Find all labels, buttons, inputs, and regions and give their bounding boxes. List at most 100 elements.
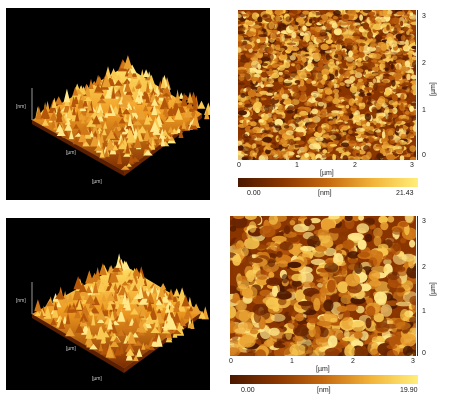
grain [359,149,366,155]
grain [316,320,332,327]
grain [232,292,240,304]
grain [238,69,247,77]
grain [304,101,312,107]
surface-peak [58,318,66,329]
grain [243,62,253,69]
grain [379,123,386,128]
surface-peak [117,263,123,275]
grain [349,157,355,160]
surface-peak [104,111,109,118]
grain [329,144,338,147]
grain [368,270,381,281]
surface-peak [143,128,151,140]
grain [261,76,268,82]
surface-peak [51,115,56,128]
y-unit-label: [µm] [430,82,437,96]
grain [364,128,370,132]
surface-peak [164,304,171,313]
grain [372,53,382,60]
grain [362,138,369,142]
grain [306,78,313,84]
grain [295,289,306,303]
surface-peak [156,302,163,309]
surface-peak [131,86,136,92]
grain [338,291,354,298]
grain [266,46,274,54]
surface-peak [97,126,103,132]
grain [264,109,269,115]
grain [281,35,285,42]
grain [238,20,242,25]
surface-peak [101,128,107,136]
grain [322,149,328,154]
grain [271,235,287,243]
grain [348,130,353,134]
grain [249,329,259,335]
grain [353,35,361,39]
surface-peak [127,331,137,344]
grain [400,20,404,27]
surface-peak [50,318,57,326]
grain [382,255,394,261]
grain [316,84,325,89]
grain [395,301,413,307]
surface-peak [69,304,75,310]
grain [358,51,365,58]
grain [285,16,292,22]
grain [233,216,245,220]
grain [295,113,305,117]
surface-peak [136,107,147,120]
y-tick-3: 3 [422,13,426,20]
grain [347,232,364,241]
grain [291,85,300,93]
surface-peak [89,343,98,350]
grain [352,133,359,136]
surface-peak [132,119,143,126]
afm-map-svg-bottom [230,216,416,356]
grain [373,83,378,91]
grain [306,63,315,70]
grain [331,124,337,130]
grain [309,128,314,133]
surface-peak [159,283,167,290]
grain [281,274,289,284]
surface-peaks [35,55,210,170]
surface-peak [139,69,145,81]
grain [402,26,410,32]
grain [357,239,367,250]
afm-3d-surface-top: [nm] [µm] [µm] [6,8,210,200]
grain [399,155,405,160]
grain [294,80,301,84]
surface-peak [134,94,141,103]
grain [244,44,253,50]
grain [271,114,280,118]
grain [371,106,377,113]
grain [291,63,295,67]
grain [358,96,363,104]
grain [409,239,416,248]
grain [366,46,376,52]
y-axis-label: [µm] [92,376,102,382]
grain [247,86,252,90]
grain [386,10,393,15]
grain [359,42,366,47]
grain [408,53,413,60]
grain [413,151,416,157]
grain [326,260,333,266]
grain [303,35,311,41]
surface-peak [125,102,133,110]
afm-map-svg-top [238,10,416,160]
colorbar-min-top: 0.00 [247,190,261,197]
grain [383,323,399,329]
grain [238,13,242,19]
map-y-axis-top [417,10,418,160]
surface-peak [85,294,96,304]
surface-peak [154,330,162,337]
surface-peak [114,79,123,86]
grain [380,221,389,231]
z-axis-label: [nm] [16,298,26,304]
grain [314,245,328,252]
grain [268,107,273,114]
grain [378,243,389,251]
grain [328,120,334,125]
